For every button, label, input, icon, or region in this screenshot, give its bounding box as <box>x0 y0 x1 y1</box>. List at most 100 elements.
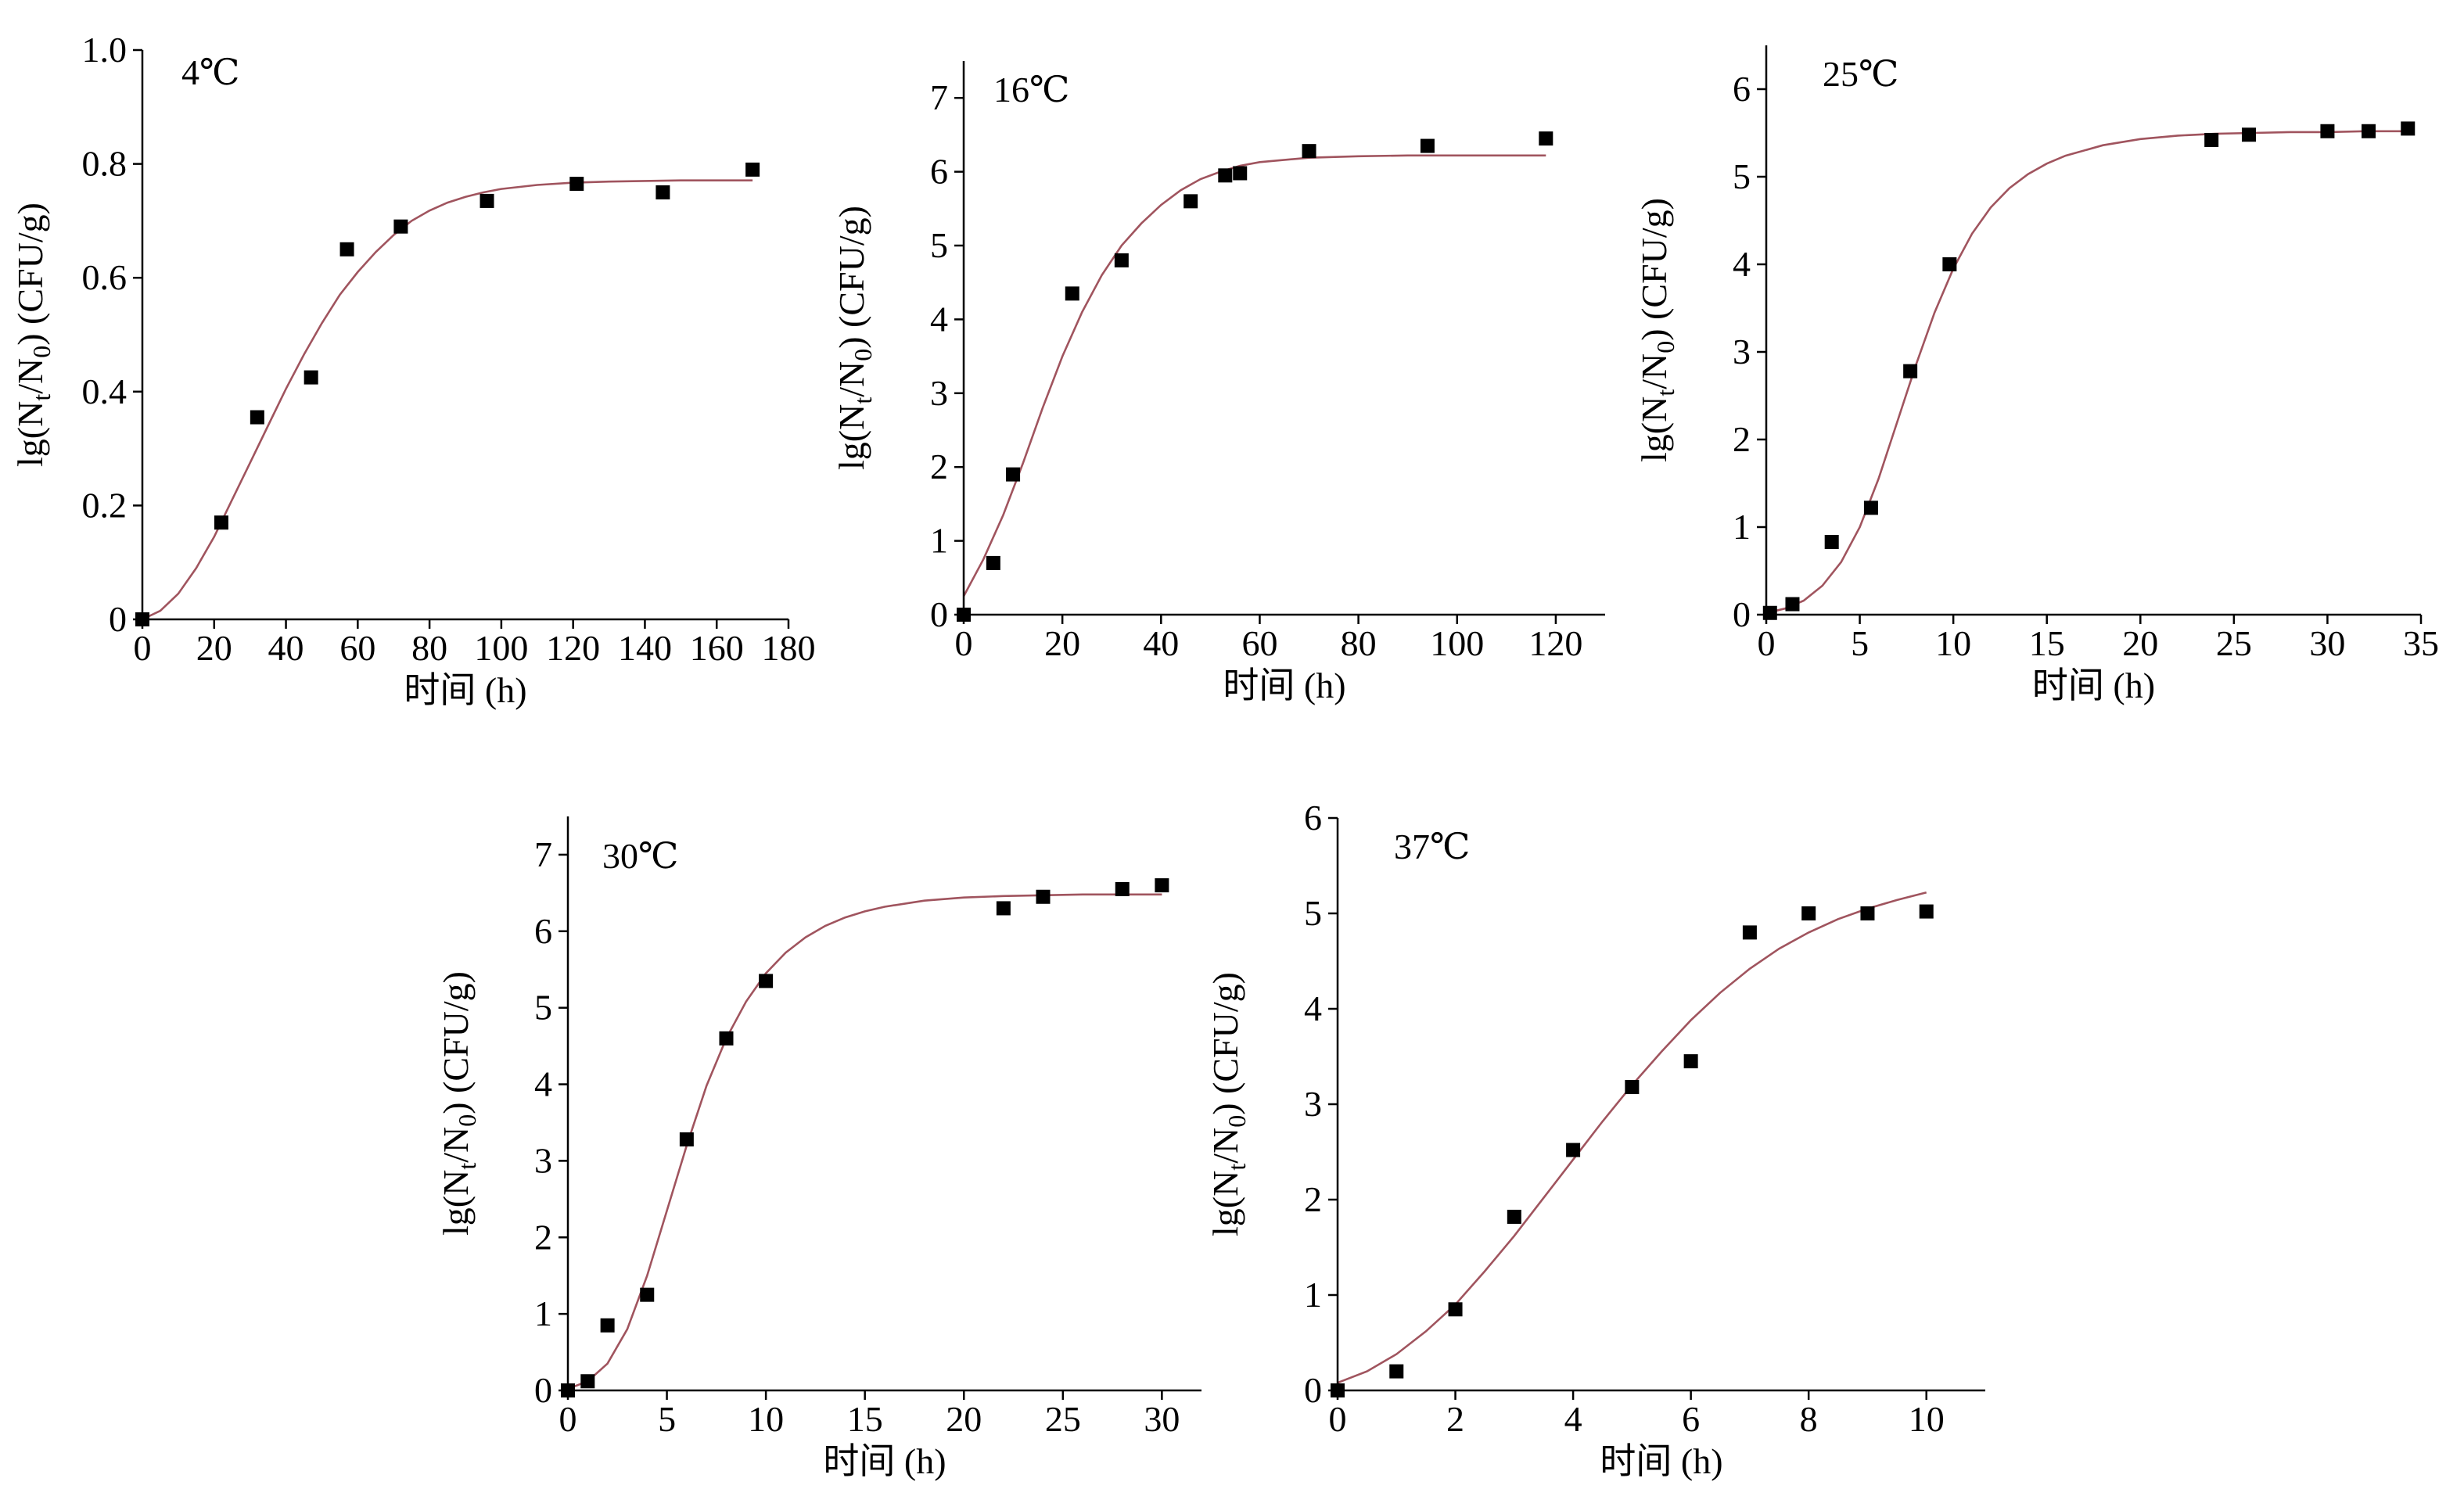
x-tick-label: 35 <box>2403 623 2439 663</box>
y-tick-label: 5 <box>534 988 552 1028</box>
data-point <box>1625 1080 1640 1095</box>
data-point <box>1507 1209 1521 1224</box>
data-point <box>745 162 760 177</box>
x-tick-label: 120 <box>1528 623 1582 663</box>
x-tick-label: 40 <box>1143 623 1179 663</box>
y-tick-label: 0 <box>109 599 127 639</box>
data-point <box>2320 124 2335 138</box>
fit-curve <box>1765 130 2403 615</box>
fit-curve <box>1337 891 1927 1384</box>
data-point <box>719 1031 734 1046</box>
data-point <box>1860 906 1875 920</box>
data-point <box>1762 605 1777 620</box>
data-point <box>1420 138 1435 153</box>
x-tick-label: 20 <box>1044 623 1080 663</box>
panel-title: 25℃ <box>1823 54 1898 94</box>
y-tick-label: 7 <box>534 834 552 874</box>
y-tick-label: 1 <box>1304 1275 1322 1315</box>
y-tick-label: 6 <box>1304 798 1322 838</box>
y-axis-title-subscript: 0 <box>1651 341 1679 353</box>
y-axis-title: lg(Nt/N0) (CFU/g) <box>1205 972 1251 1236</box>
data-point <box>1683 1054 1698 1069</box>
y-axis-title-subscript: 0 <box>1223 1115 1251 1128</box>
x-tick-label: 0 <box>955 623 973 663</box>
y-tick-label: 2 <box>930 447 948 486</box>
y-tick-label: 0 <box>1733 594 1751 634</box>
x-tick-label: 8 <box>1800 1399 1818 1439</box>
y-axis-title-part: ) (CFU/g) <box>832 206 871 349</box>
x-tick-label: 100 <box>474 628 528 668</box>
y-tick-label: 3 <box>930 373 948 413</box>
panel-title: 37℃ <box>1394 827 1470 866</box>
data-point <box>1566 1143 1581 1157</box>
x-axis-title: 时间 (h) <box>823 1441 946 1481</box>
x-tick-label: 0 <box>559 1399 577 1439</box>
y-axis-title-part: lg(N <box>832 404 871 470</box>
data-point <box>1448 1302 1463 1317</box>
data-point <box>759 974 774 988</box>
x-tick-label: 20 <box>2122 623 2158 663</box>
x-axis-title: 时间 (h) <box>1223 665 1345 705</box>
x-tick-label: 2 <box>1446 1399 1464 1439</box>
y-tick-label: 1.0 <box>82 30 128 70</box>
x-tick-label: 30 <box>2309 623 2345 663</box>
y-axis-title-subscript: 0 <box>27 346 56 358</box>
chart-panel-25c: 0 5 10 15 20 25 30 35 0 1 2 3 4 5 6 25℃ 时间 (h) lg(Nt/N… <box>1634 45 2439 705</box>
x-tick-label: 80 <box>1341 623 1377 663</box>
x-tick-label: 15 <box>2029 623 2065 663</box>
data-point <box>1942 257 1957 271</box>
x-tick-label: 80 <box>411 628 447 668</box>
x-axis-title: 时间 (h) <box>1600 1441 1722 1481</box>
y-tick-label: 0 <box>1304 1370 1322 1410</box>
fit-curve <box>962 154 1546 597</box>
data-point <box>1389 1364 1404 1379</box>
y-axis-title-part: lg(N <box>1205 1171 1245 1236</box>
chart-panel-4c: 0 20 40 60 80 100 120 140 160 180 0 0.2 0.4 0.6 0.8 1.0… <box>10 30 816 710</box>
x-tick-label: 120 <box>546 628 600 668</box>
y-tick-label: 4 <box>534 1064 552 1104</box>
y-tick-label: 5 <box>1733 156 1751 196</box>
y-tick-label: 0.2 <box>82 485 128 525</box>
y-axis-title: lg(Nt/N0) (CFU/g) <box>10 203 56 467</box>
x-tick-label: 10 <box>1909 1399 1945 1439</box>
x-tick-label: 60 <box>1241 623 1277 663</box>
x-tick-label: 5 <box>658 1399 676 1439</box>
data-point <box>1539 131 1553 146</box>
y-axis-title-subscript: t <box>453 1163 481 1170</box>
data-point <box>986 555 1000 570</box>
data-point <box>2204 132 2219 147</box>
data-point <box>1801 906 1816 920</box>
y-axis-title-part: lg(N <box>1634 396 1674 462</box>
y-tick-label: 4 <box>930 299 948 339</box>
y-tick-label: 6 <box>534 911 552 951</box>
x-axis-title: 时间 (h) <box>2032 665 2155 705</box>
x-tick-label: 0 <box>1329 1399 1347 1439</box>
y-axis-title-subscript: t <box>849 397 877 404</box>
y-tick-label: 5 <box>1304 893 1322 933</box>
y-axis-title-subscript: t <box>27 394 56 401</box>
data-point <box>1006 467 1021 482</box>
x-tick-label: 60 <box>339 628 375 668</box>
x-tick-label: 30 <box>1144 1399 1180 1439</box>
data-point <box>1919 904 1934 919</box>
data-point <box>569 177 584 192</box>
y-axis-title-part: /N <box>1634 353 1674 389</box>
y-axis-title-subscript: 0 <box>849 349 877 361</box>
y-axis-title-part: ) (CFU/g) <box>1634 198 1674 341</box>
data-point <box>2241 127 2256 142</box>
data-point <box>1036 889 1051 904</box>
y-tick-label: 4 <box>1733 244 1751 284</box>
y-tick-label: 5 <box>930 225 948 265</box>
data-point <box>1155 878 1169 893</box>
y-axis-title-part: /N <box>436 1127 476 1163</box>
data-point <box>1863 500 1878 515</box>
data-point <box>2401 121 2416 136</box>
y-axis-title-part: lg(N <box>10 401 50 467</box>
y-axis-title-part: /N <box>1205 1128 1245 1164</box>
y-tick-label: 1 <box>930 521 948 561</box>
data-point <box>250 410 264 425</box>
y-axis-title-part: ) (CFU/g) <box>436 971 476 1114</box>
y-axis-title: lg(Nt/N0) (CFU/g) <box>1634 198 1679 462</box>
x-tick-label: 25 <box>1045 1399 1081 1439</box>
